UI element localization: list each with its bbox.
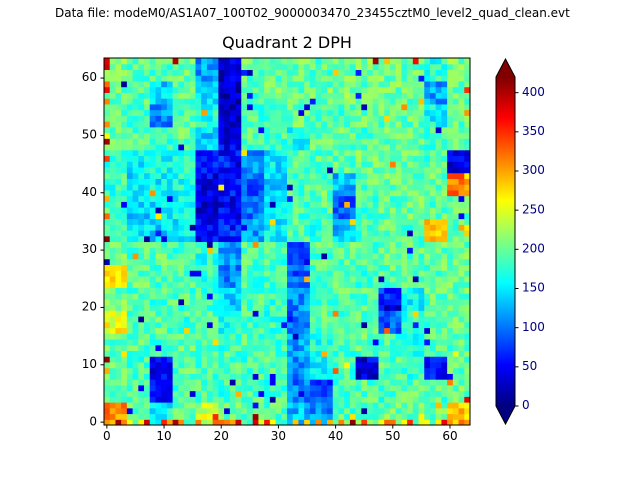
quadrant-heatmap-canvas [0, 0, 640, 480]
figure: Data file: modeM0/AS1A07_100T02_90000034… [0, 0, 640, 480]
